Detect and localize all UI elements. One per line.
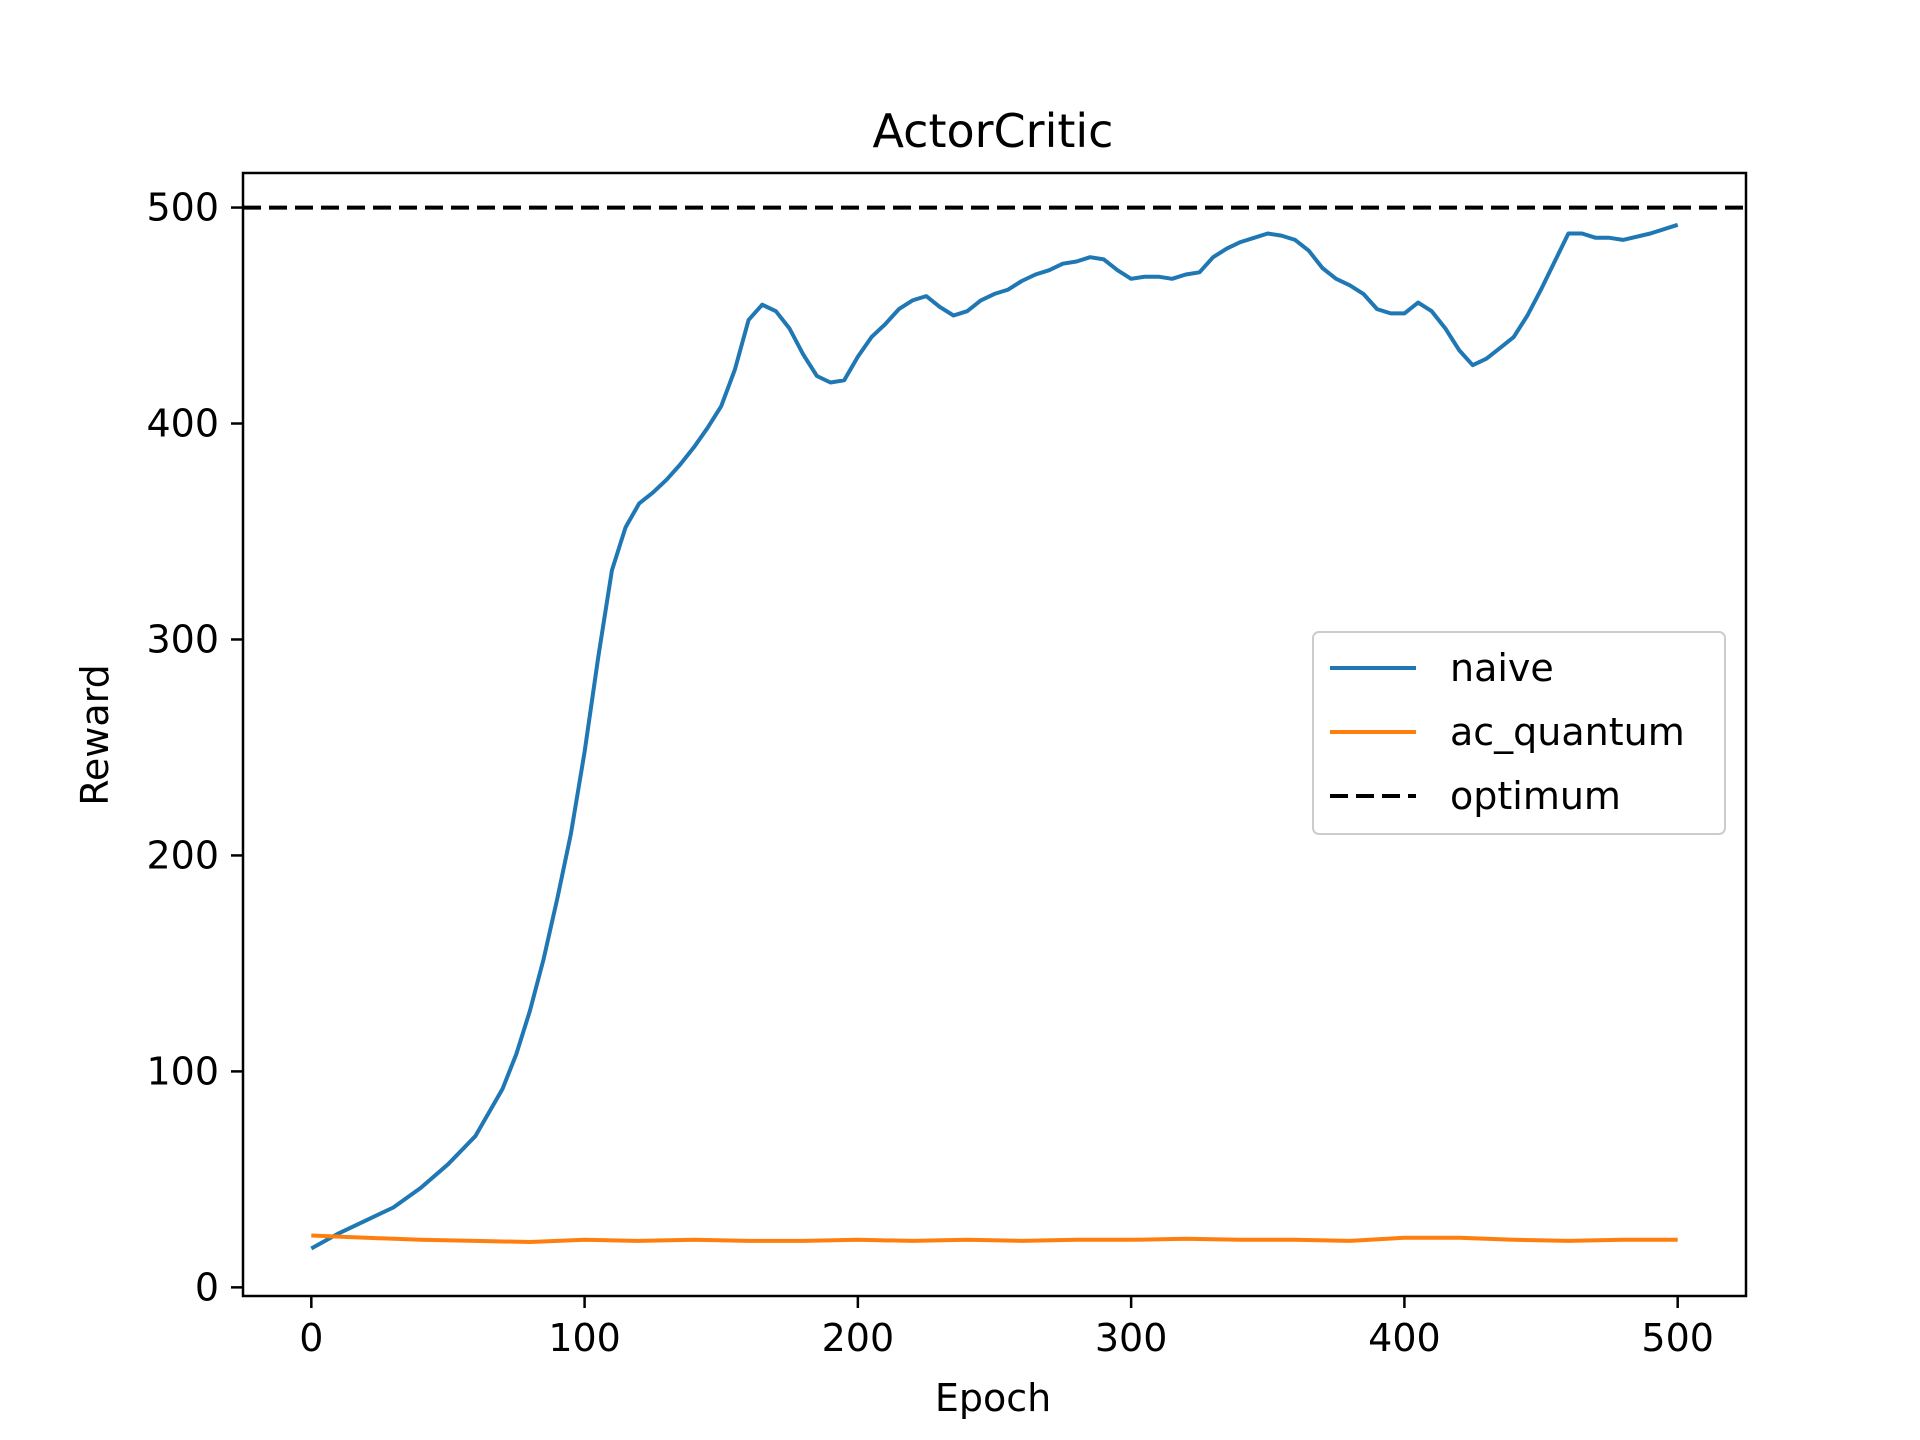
x-tick-label: 0 bbox=[299, 1316, 323, 1360]
legend-frame bbox=[1312, 631, 1726, 835]
plot-frame bbox=[241, 171, 1748, 1298]
x-axis-ticks: 0 100 200 300 400 500 bbox=[299, 1296, 1714, 1360]
x-axis-label: Epoch bbox=[935, 1376, 1051, 1420]
x-tick-label: 200 bbox=[822, 1316, 895, 1360]
y-tick-label: 500 bbox=[146, 186, 219, 230]
y-tick-label: 300 bbox=[146, 617, 219, 661]
chart-title: ActorCritic bbox=[873, 104, 1114, 158]
y-tick-label: 0 bbox=[195, 1265, 219, 1309]
y-axis-ticks: 0 100 200 300 400 500 bbox=[146, 186, 243, 1309]
plot-lines bbox=[243, 205, 1746, 1251]
legend-label-ac-quantum: ac_quantum bbox=[1450, 710, 1685, 754]
x-tick-label: 500 bbox=[1641, 1316, 1714, 1360]
y-tick-label: 400 bbox=[146, 402, 219, 446]
x-tick-label: 300 bbox=[1095, 1316, 1168, 1360]
x-tick-label: 400 bbox=[1368, 1316, 1441, 1360]
legend-label-naive: naive bbox=[1450, 646, 1554, 690]
series-line-naive bbox=[310, 222, 1679, 1251]
legend-label-optimum: optimum bbox=[1450, 774, 1621, 818]
legend: naive ac_quantum optimum bbox=[1312, 631, 1726, 835]
series-line-ac-quantum bbox=[311, 1233, 1678, 1244]
x-tick-label: 100 bbox=[548, 1316, 621, 1360]
y-tick-label: 200 bbox=[146, 833, 219, 877]
y-tick-label: 100 bbox=[146, 1049, 219, 1093]
y-axis-label: Reward bbox=[73, 664, 117, 806]
